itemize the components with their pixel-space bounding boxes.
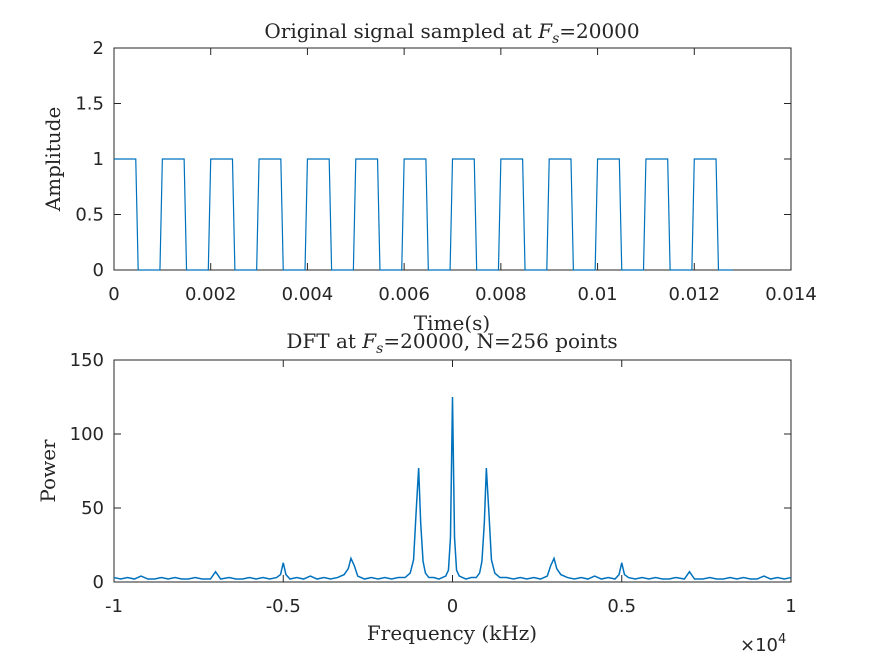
signal-xtick-label: 0 [108,284,119,305]
signal-xtick-label: 0.01 [578,284,618,305]
signal-xtick-label: 0.014 [765,284,817,305]
signal-xtick-label: 0.002 [185,284,237,305]
dft-xtick-label: -1 [105,596,123,617]
signal-xtick-label: 0.004 [282,284,334,305]
dft-xtick-label: 0 [447,596,458,617]
dft-plot: DFT at Fs=20000, N=256 points Frequency … [36,329,797,656]
dft-ytick-label: 100 [70,424,104,445]
signal-ytick-label: 0 [93,260,104,281]
signal-plot: Original signal sampled at Fs=20000 Time… [41,19,817,335]
signal-plot-title: Original signal sampled at Fs=20000 [264,19,639,47]
dft-xtick-label: 0.5 [607,596,636,617]
dft-ytick-label: 50 [81,498,104,519]
signal-plot-xlabel: Time(s) [414,311,490,335]
signal-ytick-label: 1 [93,149,104,170]
dft-plot-ylabel: Power [36,439,60,503]
signal-ytick-label: 1.5 [75,94,104,115]
dft-plot-xlabel: Frequency (kHz) [367,621,537,645]
signal-xtick-label: 0.008 [475,284,527,305]
signal-xtick-label: 0.012 [669,284,721,305]
dft-plot-title: DFT at Fs=20000, N=256 points [286,329,617,357]
signal-series-line [114,158,733,271]
dft-ytick-label: 150 [70,350,104,371]
dft-xtick-label: -0.5 [266,596,301,617]
signal-xtick-label: 0.006 [378,284,430,305]
signal-ytick-label: 2 [93,38,104,59]
signal-ytick-label: 0.5 [75,205,104,226]
dft-plot-x-exponent: ×104 [740,632,786,656]
dft-series-line [113,396,792,580]
dft-xtick-label: 1 [785,596,796,617]
signal-plot-ylabel: Amplitude [41,107,65,213]
dft-ytick-label: 0 [93,572,104,593]
